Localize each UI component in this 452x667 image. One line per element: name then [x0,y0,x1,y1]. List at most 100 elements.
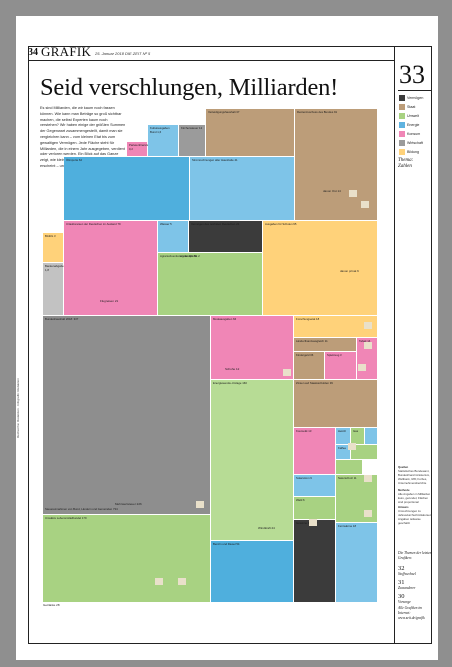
footer-item-3-number: 30 [398,593,405,600]
annotation-renten: davon Ost 14 [323,189,341,193]
tile-label: Heizöl [338,429,346,433]
inset-box [178,578,186,585]
series-number: 33 [399,60,425,89]
tile-bildung-klein: BAföG 3 [43,233,63,262]
tile-label: Urlaubsreisen der Deutschen im Ausland 7… [66,222,121,226]
tile-label: Wasser 5 [160,222,172,226]
tile-label: Bankenabgabe 1,8 [45,264,64,272]
legend-label: Bildung [407,150,419,154]
tile-schulen: Ausgaben für Schulen 95 [263,221,377,315]
sources-title: Quellen [398,465,409,469]
tile-sonne: Solarstrom 9 [294,475,335,496]
inset-box [364,510,372,517]
tile-verteidigung: Verteidigungshaushalt 37 [206,109,294,156]
legend-label: Konsum [407,132,421,136]
footer-item-2-label: Zuwanderer [398,586,416,590]
tile-bip: Bundeshaushalt 2018: 337 Steuereinnahmen … [43,316,210,514]
legend-swatch [399,104,405,110]
tile-heiz: Heizöl [336,428,350,444]
tile-oel: Ölimporte 62 [64,157,189,220]
tile-label: Gas [353,429,359,433]
inset-box [361,201,369,208]
tile-label: Rentenzuschuss des Bundes 91 [297,110,338,114]
tile-label: Naturschutz 11 [338,476,357,480]
footer-item-1-number: 32 [398,565,405,572]
footer-intro: Die Themen der letzten Grafiken: [398,551,432,560]
section-title: GRAFIK [41,44,92,59]
sidebar-rule [394,46,395,644]
tile-label: Fernwärme 18 [338,524,357,528]
method-text: Alle Angaben in Milliarden Euro, gerunde… [398,492,431,504]
tile-label: Modeausgaben 66 [213,317,237,321]
legend-swatch [399,113,405,119]
tile-milliardaer: Vermögen des reichsten Deutschen 22 [189,221,262,252]
inset-box [155,578,163,585]
footer-item-1-label: Stoffwechsel [398,572,416,576]
tile-label: Parteienfinanzierung 0,2 [129,143,155,151]
tile-moebel [336,460,362,474]
tile-wirtschaft-klein: Bankenabgabe 1,8 [43,263,64,315]
tile-label: Kaffee [338,446,347,450]
inset-box [196,501,204,508]
legend-swatch [399,131,405,137]
hint-note: Hinweis Umrechnungen zu Jahresdurchschni… [398,505,432,525]
legend-label: Wirtschaft [407,141,423,145]
annotation-urlaub: Flugreisen 21 [100,299,119,303]
inset-box [348,443,356,450]
tile-gruen-unten: Umsätze Lebensmittelhandel 179 [43,515,210,602]
method-note: Methode Alle Angaben in Milliarden Euro,… [398,488,432,504]
tile-label: Bundeshaushalt 2018: 337 [45,317,79,321]
hint-title: Hinweis [398,505,409,509]
legend-label: Umwelt [407,114,419,118]
tile-label: Umsätze Lebensmittelhandel 179 [45,516,87,520]
inset-box [309,519,317,526]
footer-item-3-label: Vorsorge [398,600,411,604]
tile-strom: Stromrechnungen aller Haushalte 41 [190,157,294,220]
rotated-note: Recherche: Redaktion · Infografik: Redak… [16,378,20,438]
tile-label: Verteidigungshaushalt 37 [208,110,240,114]
tile-label: Kirchensteuer 12 [181,126,203,130]
theme-box: Thema: Zahlen [398,158,432,170]
method-title: Methode [398,488,410,492]
footer-item-2-number: 31 [398,579,405,586]
tile-zinsen: Zinsen auf Staatsschulden 39 [294,380,377,427]
tile-label: Tabak 14 [359,339,371,343]
tile-energie-ecke: Fernwärme 18 [336,523,377,602]
tile-label: Zinsen auf Staatsschulden 39 [296,381,333,385]
inset-box [364,475,372,482]
tile-kultur: Kulturausgaben Bund 1,6 [148,125,178,156]
theme-label: Thema: [398,158,414,163]
tile-pflanzen [351,445,377,459]
inset-box [349,190,357,197]
tile-kaffee: Kaffee [336,445,350,459]
tile-label: Spielzeug 3 [327,353,342,357]
tile-dunkel-klein: Gewinne DAX 62 [294,520,335,602]
tile-umweltbudget: Energiewende-Umlage 160 [211,380,293,540]
tile-label: Kindergeld 36 [296,353,314,357]
inset-box [364,322,372,329]
annotation-schulen: davon privat 6 [340,269,359,273]
headline: Seid verschlungen, Milliarden! [40,74,339,101]
tile-wasser: Wasser 5 [158,221,188,252]
tile-kinder: Kindergeld 36 [294,352,324,379]
tile-spielzeug: Spielzeug 3 [325,352,356,379]
tile-label: Agrarsubventionen der EU 59 [160,254,197,258]
tile-label: BAföG 3 [45,234,56,238]
tile-laender: Länderfinanzausgleich 11 [294,338,356,351]
tile-label: Forschungsetat 18 [296,317,320,321]
tile-label: Solarstrom 9 [296,476,312,480]
sources-text: Statistisches Bundesamt, Bundesfinanzmin… [398,469,431,485]
series-rule [398,90,432,91]
legend-label: Energie [407,123,420,127]
tile-label: Ölimporte 62 [66,158,83,162]
tile-label: Energiewende-Umlage 160 [213,381,247,385]
tile-forschung: Forschungsetat 18 [294,316,377,337]
dateline: 25. Januar 2018 DIE ZEIT Nº 5 [95,51,151,56]
sources-note: Quellen Statistisches Bundesamt, Bundesf… [398,465,432,485]
legend-swatch [399,122,405,128]
tile-mode: Modeausgaben 66 [211,316,293,379]
inset-box [283,369,291,376]
header-rule [28,60,394,61]
page-number: 34 [28,47,38,58]
legend-swatch [399,140,405,146]
